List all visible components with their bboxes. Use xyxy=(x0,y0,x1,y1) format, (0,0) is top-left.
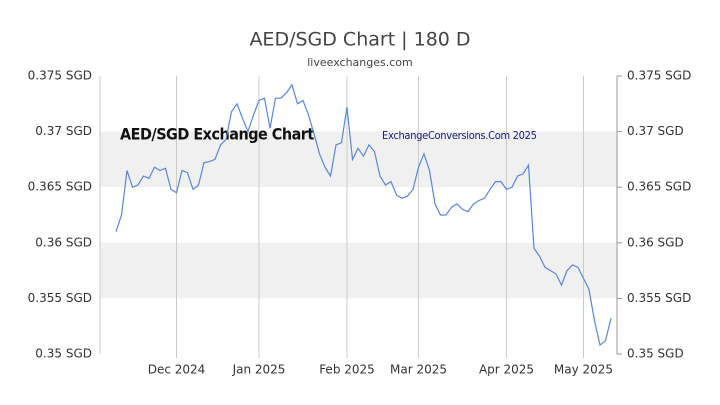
x-tick-label: Apr 2025 xyxy=(479,363,534,377)
y2-tick-label: 0.365 SGD xyxy=(627,180,691,194)
y-tick-label: 0.37 SGD xyxy=(35,124,92,138)
y2-tick-label: 0.375 SGD xyxy=(627,69,691,83)
x-tick-label: Dec 2024 xyxy=(148,363,206,377)
grid-band xyxy=(100,131,617,188)
y-tick-label: 0.375 SGD xyxy=(28,69,92,83)
grid-band xyxy=(100,242,617,299)
x-tick-label: Mar 2025 xyxy=(390,363,447,377)
y2-tick-label: 0.35 SGD xyxy=(627,347,684,361)
y2-tick-label: 0.36 SGD xyxy=(627,235,684,249)
y-tick-label: 0.365 SGD xyxy=(28,180,92,194)
y-tick-label: 0.35 SGD xyxy=(35,347,92,361)
y2-tick-label: 0.355 SGD xyxy=(627,291,691,305)
x-tick-label: Jan 2025 xyxy=(232,363,286,377)
chart-subtitle: liveexchanges.com xyxy=(307,56,412,69)
y-tick-label: 0.36 SGD xyxy=(35,235,92,249)
annotation: AED/SGD Exchange Chart xyxy=(120,125,314,144)
x-tick-label: May 2025 xyxy=(554,363,613,377)
chart-title: AED/SGD Chart | 180 D xyxy=(249,29,470,51)
line-series xyxy=(115,83,612,347)
x-tick-label: Feb 2025 xyxy=(319,363,375,377)
y2-tick-label: 0.37 SGD xyxy=(627,124,684,138)
annotation: ExchangeConversions.Com 2025 xyxy=(382,129,537,142)
y-tick-label: 0.355 SGD xyxy=(28,291,92,305)
